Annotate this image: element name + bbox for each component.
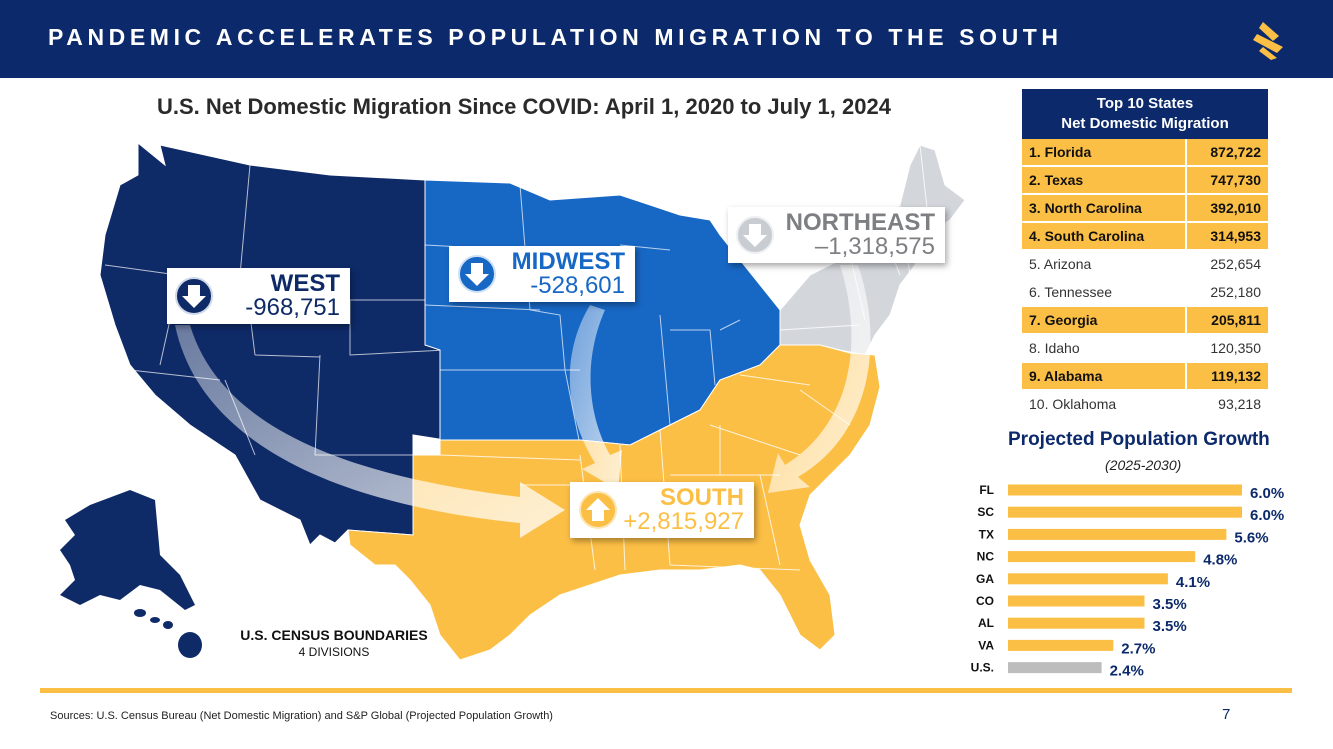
state-name-cell: 8. Idaho — [1022, 334, 1186, 363]
migration-value-cell: 119,132 — [1184, 362, 1268, 391]
table-row: 1. Florida 872,722 — [1022, 139, 1268, 167]
state-name-cell: 1. Florida — [1022, 139, 1186, 167]
bar-category-label: VA — [978, 638, 994, 652]
midwest-callout: MIDWEST -528,601 — [449, 246, 635, 302]
table-row: 3. North Carolina 392,010 — [1022, 194, 1268, 223]
northeast-callout: NORTHEAST –1,318,575 — [728, 207, 945, 263]
state-name-cell: 10. Oklahoma — [1022, 390, 1186, 419]
up-arrow-icon — [579, 491, 617, 529]
bar-category-label: AL — [978, 616, 994, 630]
header-bar: PANDEMIC ACCELERATES POPULATION MIGRATIO… — [0, 0, 1333, 78]
bar-ga — [1008, 573, 1168, 585]
migration-value-cell: 252,180 — [1184, 278, 1268, 307]
migration-value-cell: 392,010 — [1184, 194, 1268, 223]
state-name-cell: 5. Arizona — [1022, 250, 1186, 279]
alaska — [60, 490, 195, 610]
bar-category-label: GA — [976, 572, 994, 586]
bar-co — [1008, 595, 1145, 607]
table-row: 7. Georgia 205,811 — [1022, 306, 1268, 335]
top10-states-table: Top 10 States Net Domestic Migration 1. … — [1022, 89, 1268, 419]
northeast-value: –1,318,575 — [814, 233, 935, 260]
projected-growth-bar-chart: FL 6.0% SC 6.0% TX 5.6% NC 4.8% GA 4.1% CO 3.5% AL 3.… — [971, 483, 1285, 680]
northeast-to-south-arrow — [768, 265, 871, 493]
region-west — [99, 141, 446, 546]
midwest-value: -528,601 — [530, 272, 625, 299]
bar-category-label: CO — [976, 594, 994, 608]
table-row: 2. Texas 747,730 — [1022, 166, 1268, 195]
footer-divider — [40, 688, 1292, 693]
table-row: 8. Idaho 120,350 — [1022, 334, 1268, 363]
sources-note: Sources: U.S. Census Bureau (Net Domesti… — [50, 710, 553, 722]
bar-category-label: TX — [979, 527, 994, 541]
state-name-cell: 3. North Carolina — [1022, 194, 1186, 223]
bar-va — [1008, 639, 1114, 651]
table-row: 10. Oklahoma 93,218 — [1022, 390, 1268, 419]
south-callout: SOUTH +2,815,927 — [570, 482, 754, 538]
migration-value-cell: 314,953 — [1184, 222, 1268, 251]
bar-tx — [1008, 528, 1227, 540]
table-row: 4. South Carolina 314,953 — [1022, 222, 1268, 251]
table-header: Top 10 States Net Domestic Migration — [1022, 89, 1268, 139]
table-title-line2: Net Domestic Migration — [1061, 115, 1229, 132]
bar-sc — [1008, 506, 1242, 518]
south-label: SOUTH — [660, 484, 744, 511]
migration-value-cell: 872,722 — [1184, 139, 1268, 167]
west-to-south-arrow — [175, 325, 565, 538]
projection-chart-title: Projected Population Growth — [1008, 429, 1270, 450]
map-legend-subtitle: 4 DIVISIONS — [298, 645, 370, 659]
table-row: 5. Arizona 252,654 — [1022, 250, 1268, 279]
bar-category-label: NC — [977, 550, 995, 564]
migration-value-cell: 93,218 — [1184, 390, 1268, 419]
map-legend: U.S. CENSUS BOUNDARIES 4 DIVISIONS — [234, 627, 434, 659]
map-title: U.S. Net Domestic Migration Since COVID:… — [157, 94, 891, 119]
bar-value-label: 2.4% — [1110, 663, 1144, 680]
bar-value-label: 4.8% — [1203, 552, 1237, 569]
table-title-line1: Top 10 States — [1096, 95, 1194, 112]
midwest-label: MIDWEST — [511, 248, 625, 275]
down-arrow-icon — [736, 216, 774, 254]
bar-value-label: 5.6% — [1234, 529, 1268, 546]
state-name-cell: 2. Texas — [1022, 166, 1186, 195]
bar-value-label: 6.0% — [1250, 485, 1284, 502]
bar-category-label: FL — [979, 483, 994, 497]
bar-category-label: SC — [977, 505, 994, 519]
migration-value-cell: 252,654 — [1184, 250, 1268, 279]
west-callout: WEST -968,751 — [167, 268, 350, 324]
west-label: WEST — [270, 270, 340, 297]
state-name-cell: 6. Tennessee — [1022, 278, 1186, 307]
bar-nc — [1008, 551, 1196, 563]
bar-value-label: 2.7% — [1121, 640, 1155, 657]
midwest-to-south-arrow — [569, 305, 622, 490]
bar-fl — [1008, 484, 1242, 496]
page-number: 7 — [1222, 706, 1231, 723]
table-row: 9. Alabama 119,132 — [1022, 362, 1268, 391]
page-title: PANDEMIC ACCELERATES POPULATION MIGRATIO… — [48, 24, 1063, 50]
bar-category-label: U.S. — [971, 661, 994, 675]
bar-value-label: 3.5% — [1153, 596, 1187, 613]
migration-value-cell: 205,811 — [1184, 306, 1268, 335]
migration-value-cell: 747,730 — [1184, 166, 1268, 195]
bar-us — [1008, 662, 1102, 674]
bar-al — [1008, 617, 1145, 629]
table-row: 6. Tennessee 252,180 — [1022, 278, 1268, 307]
table-body: 1. Florida 872,722 2. Texas 747,730 3. North… — [1022, 139, 1268, 419]
south-value: +2,815,927 — [623, 508, 744, 535]
map-legend-title: U.S. CENSUS BOUNDARIES — [240, 627, 428, 643]
company-logo-icon — [1253, 22, 1283, 60]
projection-chart-subtitle: (2025-2030) — [1105, 457, 1182, 473]
bar-value-label: 6.0% — [1250, 507, 1284, 524]
northeast-label: NORTHEAST — [785, 209, 935, 236]
bar-value-label: 4.1% — [1176, 574, 1210, 591]
state-name-cell: 7. Georgia — [1022, 306, 1186, 335]
bar-value-label: 3.5% — [1153, 618, 1187, 635]
migration-value-cell: 120,350 — [1184, 334, 1268, 363]
down-arrow-icon — [175, 277, 213, 315]
state-name-cell: 9. Alabama — [1022, 362, 1186, 391]
state-name-cell: 4. South Carolina — [1022, 222, 1186, 251]
west-value: -968,751 — [245, 294, 340, 321]
down-arrow-icon — [458, 255, 496, 293]
hawaii — [134, 609, 202, 658]
